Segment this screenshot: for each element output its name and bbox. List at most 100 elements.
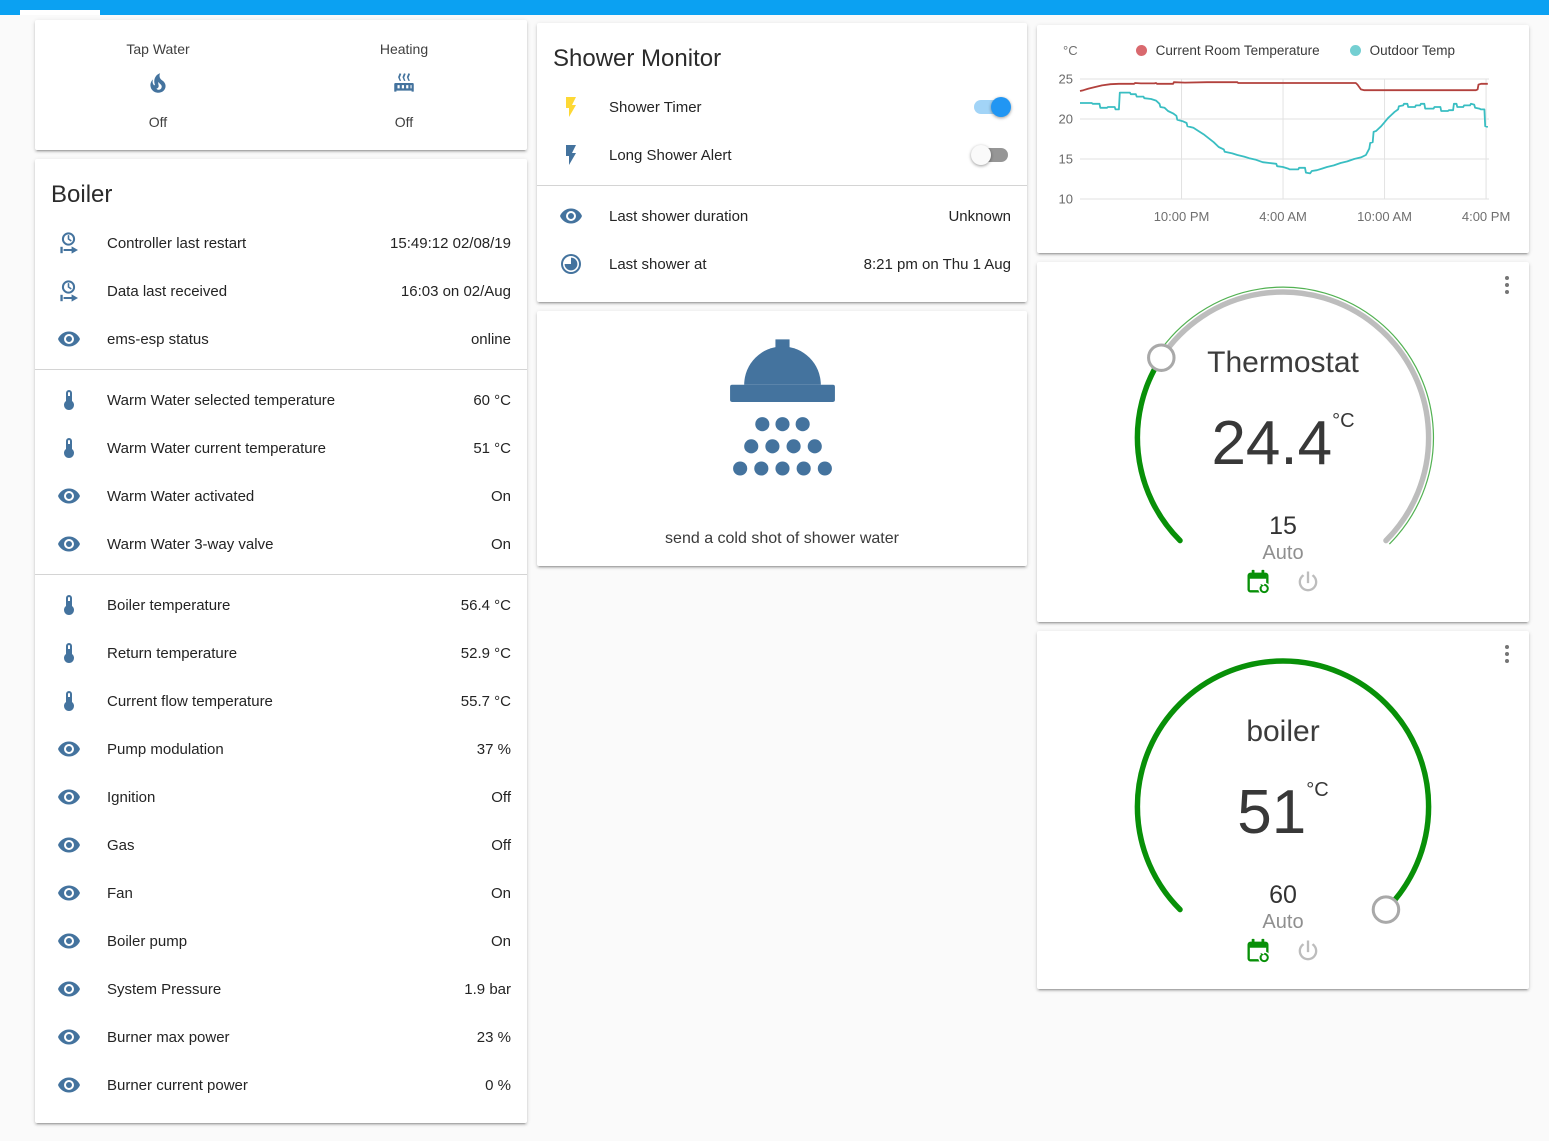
thermostat-dial: Thermostat 24.4°C 15 Auto	[1037, 262, 1529, 622]
entity-row[interactable]: Ignition Off	[35, 773, 527, 821]
glance-items: Tap Water Off Heating Off	[35, 41, 527, 130]
entity-value: On	[490, 487, 511, 505]
power-button[interactable]	[1294, 937, 1322, 965]
glance-item[interactable]: Heating Off	[281, 41, 527, 130]
calendar-sync-button[interactable]	[1244, 937, 1272, 965]
entity-row[interactable]: Burner max power 23 %	[35, 1013, 527, 1061]
temperature-unit: °C	[1332, 410, 1355, 432]
legend-item[interactable]: Current Room Temperature	[1135, 42, 1320, 58]
entity-value: 60 °C	[473, 391, 511, 409]
entity-label: Boiler temperature	[107, 596, 231, 614]
entity-value: 52.9 °C	[460, 644, 511, 662]
entity-row[interactable]: Current flow temperature 55.7 °C	[35, 677, 527, 725]
shower-button-card[interactable]: send a cold shot of shower water	[537, 311, 1027, 566]
more-options-icon[interactable]	[1501, 272, 1513, 298]
boiler-dial: boiler 51°C 60 Auto	[1037, 631, 1529, 989]
glance-state: Off	[394, 113, 414, 130]
entity-row[interactable]: Controller last restart 15:49:12 02/08/19	[35, 219, 527, 267]
eye-icon	[58, 981, 80, 997]
entity-value: 15:49:12 02/08/19	[390, 234, 511, 252]
entity-value: 23 %	[476, 1028, 511, 1046]
legend-dot-icon	[1349, 44, 1361, 56]
eye-icon	[58, 331, 80, 347]
toggle-switch[interactable]	[971, 97, 1011, 117]
y-axis-unit-label: °C	[1063, 42, 1078, 58]
boiler-entity-list: Controller last restart 15:49:12 02/08/19…	[35, 219, 527, 1123]
shower-monitor-card: Shower Monitor Shower Timer Long Shower A…	[537, 23, 1027, 302]
entity-label: Return temperature	[107, 644, 238, 662]
entity-row[interactable]: Warm Water selected temperature 60 °C	[35, 376, 527, 424]
entity-row[interactable]: Fan On	[35, 869, 527, 917]
entity-value: online	[470, 330, 511, 348]
dial-mode: Auto	[1262, 911, 1304, 933]
flash-icon	[566, 97, 576, 117]
entity-row[interactable]: Warm Water activated On	[35, 472, 527, 520]
boiler-dial-card: boiler 51°C 60 Auto	[1037, 631, 1529, 989]
dial-handle[interactable]	[1371, 895, 1401, 924]
calendar-sync-button[interactable]	[1244, 568, 1272, 596]
active-tab-indicator[interactable]	[20, 10, 100, 15]
entity-row[interactable]: Last shower duration Unknown	[537, 192, 1027, 240]
entity-row[interactable]: Warm Water 3-way valve On	[35, 520, 527, 568]
power-icon	[1298, 940, 1318, 961]
thermometer-icon	[64, 438, 74, 458]
entity-row[interactable]: Last shower at 8:21 pm on Thu 1 Aug	[537, 240, 1027, 288]
legend-item[interactable]: Outdoor Temp	[1349, 42, 1455, 58]
legend-label: Current Room Temperature	[1155, 42, 1320, 58]
legend-dot-icon	[1135, 44, 1147, 56]
eye-icon	[58, 789, 80, 805]
entity-value: Off	[491, 788, 511, 806]
shower-entity-list: Shower Timer Long Shower Alert Last shower…	[537, 83, 1027, 302]
entity-label: Burner current power	[107, 1076, 248, 1094]
entity-value: 55.7 °C	[460, 692, 511, 710]
entity-row[interactable]: ems-esp status online	[35, 315, 527, 363]
entity-value: Off	[491, 836, 511, 854]
divider	[537, 185, 1027, 186]
entity-label: Gas	[107, 836, 135, 854]
app-header	[0, 0, 1549, 15]
entity-row[interactable]: System Pressure 1.9 bar	[35, 965, 527, 1013]
entity-row[interactable]: Warm Water current temperature 51 °C	[35, 424, 527, 472]
toggle-row: Long Shower Alert	[537, 131, 1027, 179]
clock-icon	[561, 254, 581, 274]
svg-text:10:00 AM: 10:00 AM	[1357, 209, 1412, 224]
thermometer-icon	[64, 595, 74, 615]
more-options-icon[interactable]	[1501, 641, 1513, 667]
entity-label: Pump modulation	[107, 740, 224, 758]
entity-row[interactable]: Return temperature 52.9 °C	[35, 629, 527, 677]
entity-row[interactable]: Gas Off	[35, 821, 527, 869]
chart-legend: Current Room Temperature Outdoor Temp	[1135, 42, 1455, 58]
eye-icon	[58, 488, 80, 504]
glance-item[interactable]: Tap Water Off	[35, 41, 281, 130]
thermostat-card: Thermostat 24.4°C 15 Auto	[1037, 262, 1529, 622]
entity-row[interactable]: Data last received 16:03 on 02/Aug	[35, 267, 527, 315]
boiler-card-title: Boiler	[51, 181, 113, 208]
entity-label: Last shower duration	[609, 207, 749, 225]
entity-value: On	[490, 884, 511, 902]
temperature-chart-card: °C Current Room Temperature Outdoor Temp …	[1037, 25, 1529, 253]
glance-label: Heating	[379, 40, 429, 57]
svg-text:25: 25	[1059, 72, 1073, 87]
eye-icon	[560, 208, 582, 224]
entity-label: Current flow temperature	[107, 692, 273, 710]
entity-value: 56.4 °C	[460, 596, 511, 614]
entity-row[interactable]: Boiler temperature 56.4 °C	[35, 581, 527, 629]
svg-text:20: 20	[1059, 112, 1073, 127]
entity-row[interactable]: Pump modulation 37 %	[35, 725, 527, 773]
power-button[interactable]	[1294, 568, 1322, 596]
entity-label: Last shower at	[609, 255, 707, 273]
legend-label: Outdoor Temp	[1369, 42, 1455, 58]
entity-row[interactable]: Burner current power 0 %	[35, 1061, 527, 1109]
entity-value: 8:21 pm on Thu 1 Aug	[863, 255, 1011, 273]
eye-icon	[58, 1077, 80, 1093]
entity-value: Unknown	[948, 207, 1011, 225]
svg-text:4:00 PM: 4:00 PM	[1462, 209, 1510, 224]
boiler-card: Boiler Controller last restart 15:49:12 0…	[35, 159, 527, 1123]
dial-setpoint: 15	[1269, 512, 1297, 540]
dial-handle[interactable]	[1147, 343, 1176, 372]
entity-row[interactable]: Boiler pump On	[35, 917, 527, 965]
toggle-switch[interactable]	[971, 145, 1011, 165]
glance-label: Tap Water	[126, 40, 190, 57]
entity-value: On	[490, 932, 511, 950]
